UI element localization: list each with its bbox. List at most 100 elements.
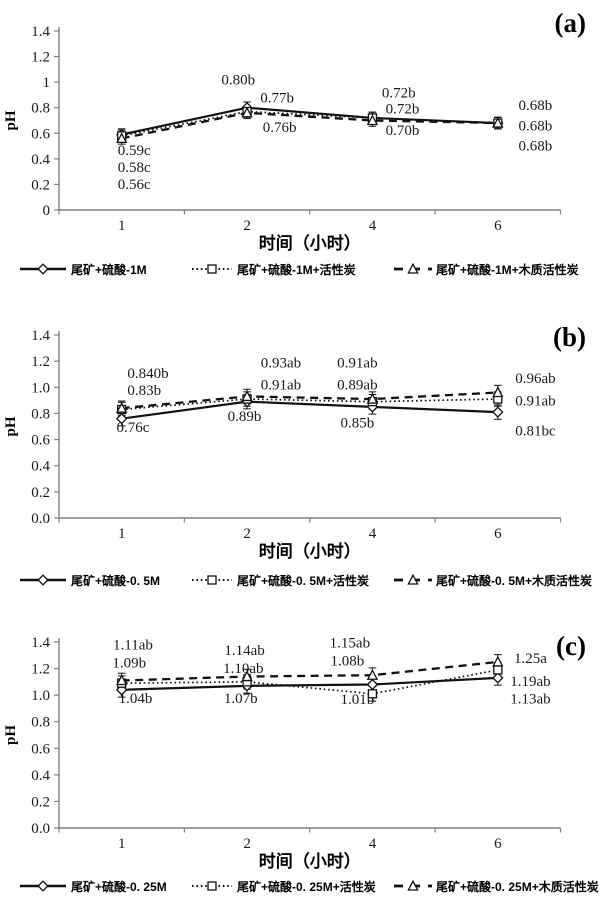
data-label: 0.840b — [127, 366, 168, 382]
legend-marker-triangle — [407, 573, 419, 585]
data-label: 1.08b — [330, 654, 364, 670]
data-label: 1.13ab — [510, 691, 550, 707]
data-label: 0.68b — [519, 98, 553, 114]
legend-marker-triangle — [407, 262, 419, 274]
data-point-marker-triangle — [116, 132, 128, 144]
data-label: 0.89ab — [337, 378, 377, 394]
data-label: 0.96ab — [515, 371, 555, 387]
y-tick-label: 0.8 — [31, 715, 50, 731]
series-line-dashed — [121, 111, 498, 140]
y-tick-label: 1.4 — [31, 635, 50, 651]
legend-marker-triangle — [407, 879, 419, 891]
y-tick-label: 1.0 — [31, 688, 50, 704]
data-label: 0.70b — [386, 123, 420, 139]
data-label: 0.68b — [519, 138, 553, 154]
legend-marker-square — [207, 264, 217, 274]
x-tick-label: 4 — [369, 218, 377, 234]
y-tick-label: 0.4 — [31, 768, 50, 784]
x-tick-label: 6 — [494, 836, 502, 852]
x-tick-label: 4 — [369, 836, 377, 852]
data-point-marker-triangle — [492, 386, 504, 398]
data-label: 1.19ab — [510, 674, 550, 690]
data-label: 1.15ab — [330, 636, 370, 652]
y-axis-title: pH — [3, 416, 19, 436]
data-point-marker-triangle — [366, 392, 379, 404]
data-label: 1.04b — [119, 691, 153, 707]
legend-marker-diamond — [37, 880, 49, 892]
x-axis-title: 时间（小时） — [259, 851, 361, 871]
y-tick-label: 0.6 — [31, 741, 50, 757]
x-tick-label: 6 — [494, 526, 502, 542]
y-tick-label: 0.6 — [31, 126, 50, 142]
series-line-dotted — [121, 110, 498, 137]
chart-panel-c: 1.4 1.2 1.0 0.8 0.6 0.4 0.2 0.0 1 2 4 6 时间（小时） pH (c) 1… — [3, 631, 599, 894]
x-tick-label: 4 — [369, 526, 377, 542]
legend-label: 尾矿+硫酸-1M+活性炭 — [237, 262, 356, 277]
data-label: 1.11ab — [113, 638, 153, 654]
y-tick-label: 0.2 — [31, 485, 50, 501]
y-tick-label: 0.8 — [31, 406, 50, 422]
y-tick-label: 0.2 — [31, 177, 50, 193]
data-point-marker-triangle — [241, 670, 253, 682]
data-point-marker-diamond — [492, 406, 504, 418]
y-tick-label: 0 — [43, 203, 51, 219]
legend-marker-diamond — [37, 574, 49, 586]
panel-letter: (a) — [555, 8, 586, 38]
y-tick-label: 0.2 — [31, 794, 50, 810]
data-label: 0.91ab — [515, 393, 555, 409]
data-point-marker-triangle — [492, 655, 504, 667]
data-point-marker-triangle — [241, 390, 253, 402]
y-tick-label: 1.0 — [31, 380, 50, 396]
data-label: 0.72b — [382, 85, 416, 101]
data-label: 1.14ab — [224, 643, 264, 659]
legend-label: 尾矿+硫酸-0. 5M+活性炭 — [237, 573, 369, 588]
x-tick-label: 1 — [118, 836, 126, 852]
y-tick-label: 1.4 — [31, 328, 50, 344]
y-tick-label: 1.2 — [31, 50, 50, 66]
data-label: 0.80b — [221, 73, 255, 89]
data-label: 0.83b — [127, 383, 161, 399]
y-tick-label: 1 — [43, 75, 51, 91]
data-point-marker-triangle — [241, 106, 253, 118]
data-point-marker-square — [493, 665, 503, 675]
y-tick-label: 0.0 — [31, 821, 50, 837]
data-label: 1.07b — [224, 691, 258, 707]
chart-panel-b: 1.4 1.2 1.0 0.8 0.6 0.4 0.2 0.0 1 2 4 6 时间（小时） pH (b) 0… — [3, 322, 592, 588]
data-label: 0.77b — [260, 90, 294, 106]
y-tick-label: 0.8 — [31, 101, 50, 117]
x-tick-label: 2 — [243, 526, 251, 542]
data-point-marker-triangle — [116, 674, 128, 686]
x-tick-label: 1 — [118, 526, 126, 542]
y-tick-label: 0.6 — [31, 433, 50, 449]
series-line-solid — [121, 676, 498, 691]
data-label: 0.89b — [228, 409, 262, 425]
data-point-marker-diamond — [115, 412, 128, 425]
data-label: 1.01b — [341, 692, 375, 708]
y-tick-label: 0.0 — [31, 511, 50, 527]
x-tick-label: 6 — [494, 218, 502, 234]
panel-letter: (b) — [553, 322, 586, 352]
data-label: 0.68b — [519, 119, 553, 135]
series-line-dotted — [121, 669, 498, 695]
legend-label: 尾矿+硫酸-0. 25M+活性炭 — [237, 879, 376, 894]
data-point-marker-triangle — [366, 669, 379, 680]
panel-letter: (c) — [556, 631, 586, 661]
legend-marker-diamond — [37, 263, 49, 275]
series-line-solid — [121, 400, 498, 420]
legend-label: 尾矿+硫酸-0. 5M — [71, 573, 160, 588]
x-tick-label: 2 — [243, 836, 251, 852]
legend-label: 尾矿+硫酸-1M+木质活性炭 — [436, 262, 579, 277]
y-tick-label: 0.4 — [31, 152, 50, 168]
x-tick-label: 1 — [118, 218, 126, 234]
data-point-marker-triangle — [116, 401, 128, 413]
data-label: 0.76c — [117, 420, 150, 436]
data-point-marker-square — [367, 689, 378, 699]
series-line-dotted — [121, 398, 498, 411]
y-tick-label: 1.2 — [31, 662, 50, 678]
data-label: 0.81bc — [515, 423, 556, 439]
series-line-solid — [121, 106, 498, 136]
data-label: 0.76b — [263, 120, 297, 136]
data-point-marker-diamond — [492, 672, 504, 684]
data-label: 0.91ab — [261, 378, 301, 394]
